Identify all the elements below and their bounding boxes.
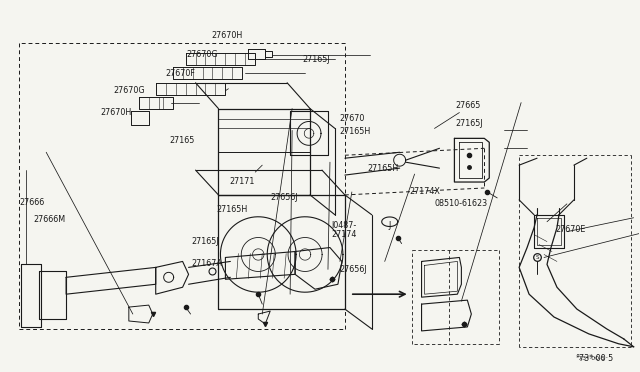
Text: 27670G: 27670G (186, 50, 218, 59)
Text: 27656J: 27656J (339, 264, 367, 273)
Text: J: J (389, 221, 391, 230)
Text: 27174X: 27174X (409, 187, 440, 196)
Text: 27171: 27171 (230, 177, 255, 186)
Text: 27665: 27665 (455, 101, 481, 110)
Text: 27165J: 27165J (191, 237, 219, 246)
Text: 27167A: 27167A (191, 259, 222, 268)
Text: 27670F: 27670F (166, 69, 196, 78)
Text: 27670H: 27670H (212, 31, 243, 40)
Text: 27165J: 27165J (302, 55, 330, 64)
Text: 27656J: 27656J (270, 193, 298, 202)
Text: 27165H: 27165H (368, 164, 399, 173)
Text: S: S (535, 255, 539, 260)
Text: 27165H: 27165H (339, 127, 371, 136)
Text: 27165: 27165 (169, 136, 195, 145)
Text: I0487-: I0487- (332, 221, 356, 230)
Text: °73*·00·5: °73*·00·5 (575, 354, 613, 363)
Text: 27670H: 27670H (100, 108, 131, 117)
Text: 27670E: 27670E (556, 225, 586, 234)
Text: 27174: 27174 (332, 230, 357, 239)
Text: 27666M: 27666M (33, 215, 65, 224)
Text: 27165J: 27165J (455, 119, 483, 128)
Text: °73*·00·5: °73*·00·5 (575, 356, 605, 361)
Text: 27165H: 27165H (217, 205, 248, 215)
Text: 27670: 27670 (339, 114, 365, 123)
Text: 27670G: 27670G (113, 86, 145, 95)
Text: 27666: 27666 (19, 198, 45, 207)
Text: 08510-61623: 08510-61623 (435, 199, 488, 208)
